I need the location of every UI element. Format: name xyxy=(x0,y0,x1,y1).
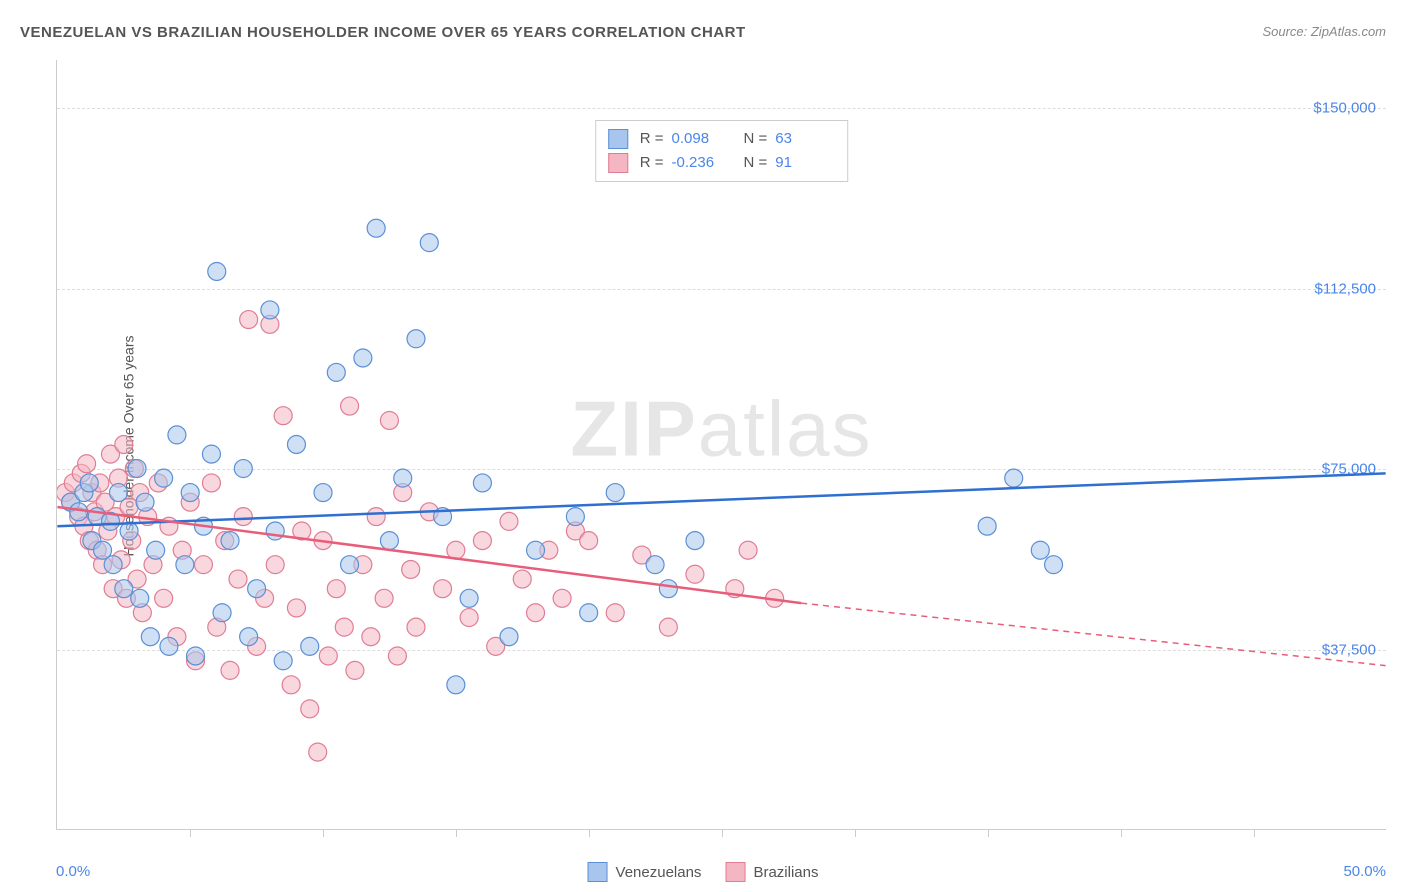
n-value-brazilians: 91 xyxy=(775,151,835,175)
legend-bottom: Venezuelans Brazilians xyxy=(588,862,819,882)
legend-swatch-brazilians xyxy=(725,862,745,882)
legend-swatch-venezuelans xyxy=(588,862,608,882)
x-max-label: 50.0% xyxy=(1343,863,1386,880)
plot-area: ZIPatlas R = 0.098 N = 63 R = -0.236 N =… xyxy=(56,60,1386,830)
r-value-brazilians: -0.236 xyxy=(672,151,732,175)
x-min-label: 0.0% xyxy=(56,863,90,880)
legend-item-brazilians: Brazilians xyxy=(725,862,818,882)
stats-box: R = 0.098 N = 63 R = -0.236 N = 91 xyxy=(595,120,849,182)
legend-item-venezuelans: Venezuelans xyxy=(588,862,702,882)
r-value-venezuelans: 0.098 xyxy=(672,127,732,151)
chart-title: VENEZUELAN VS BRAZILIAN HOUSEHOLDER INCO… xyxy=(20,24,746,41)
n-value-venezuelans: 63 xyxy=(775,127,835,151)
swatch-venezuelans xyxy=(608,129,628,149)
source-label: Source: ZipAtlas.com xyxy=(1262,24,1386,39)
stats-row-brazilians: R = -0.236 N = 91 xyxy=(608,151,836,175)
swatch-brazilians xyxy=(608,153,628,173)
stats-row-venezuelans: R = 0.098 N = 63 xyxy=(608,127,836,151)
